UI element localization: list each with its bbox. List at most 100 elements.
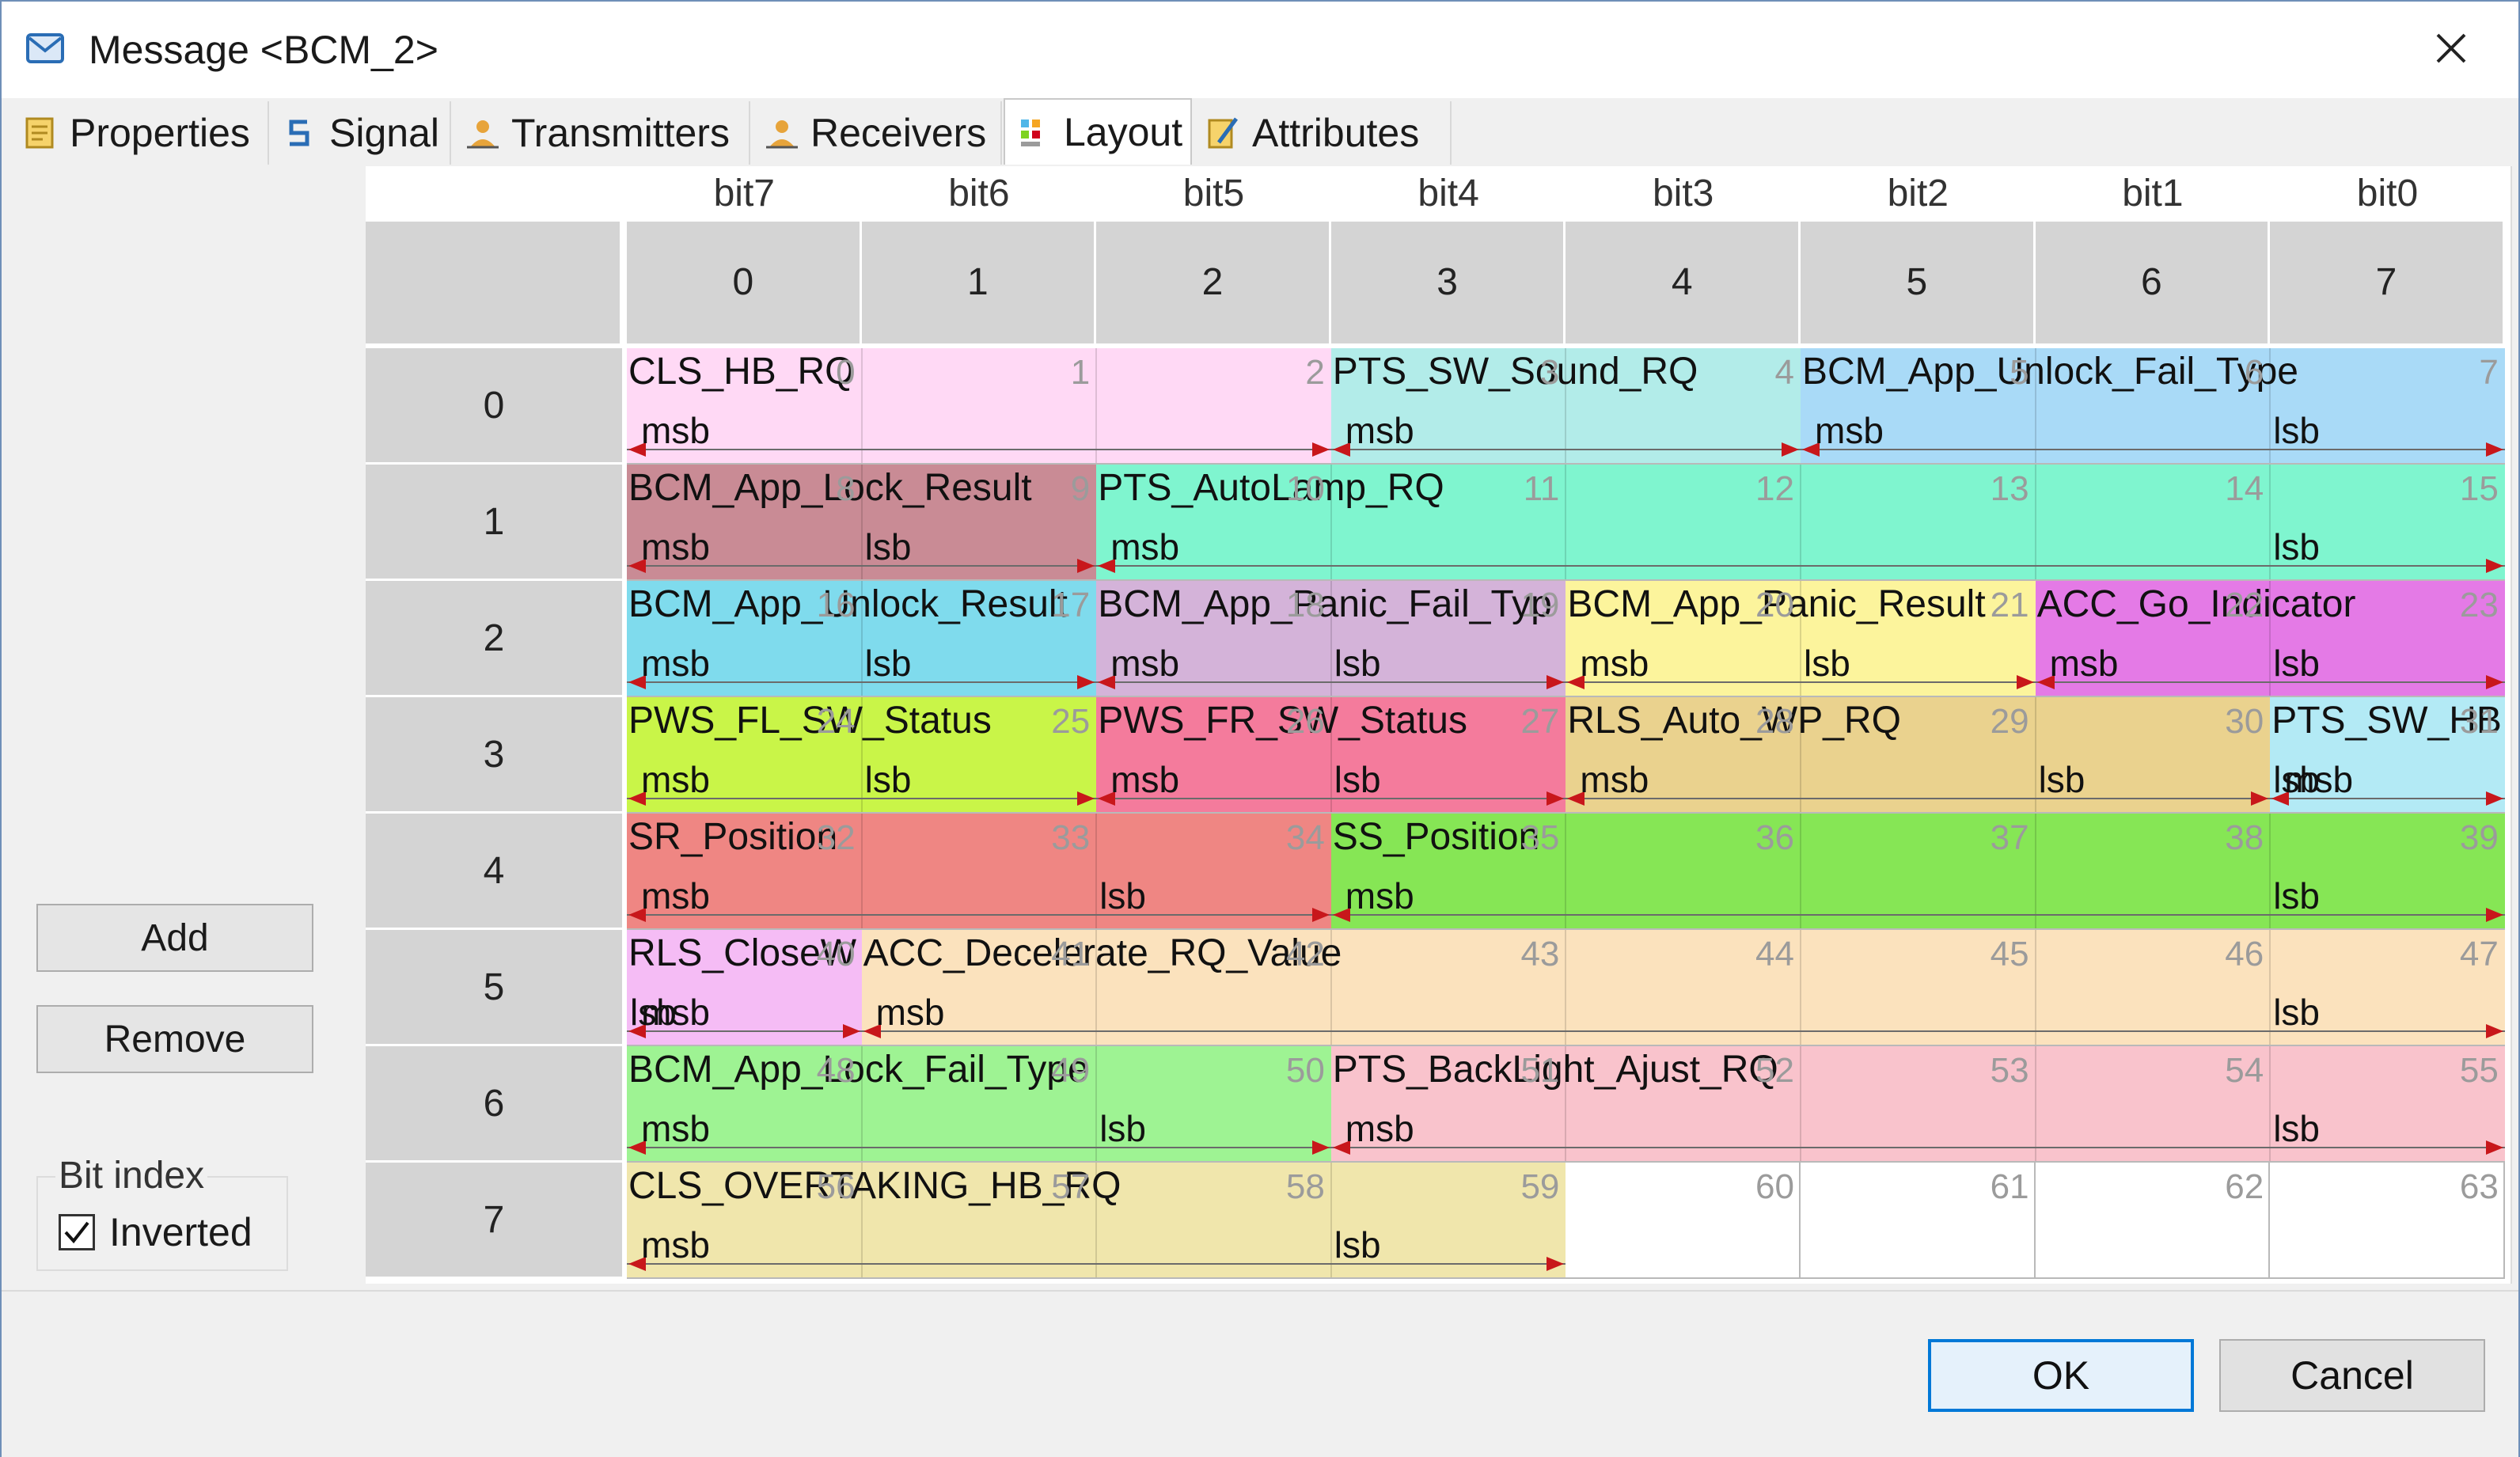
message-icon [26,33,64,63]
signal-block[interactable]: BCM_App_Panic_Result msb lsb [1566,581,2036,696]
bit-cell[interactable] [2270,1163,2505,1279]
tab-signal[interactable]: Signal [271,101,451,165]
signal-line [627,681,1097,683]
signal-line [1330,1147,2505,1148]
lsb-arrow-icon [1077,675,1095,689]
bit-cell[interactable] [1801,1163,2036,1279]
ok-button[interactable]: OK [1928,1339,2194,1412]
signal-block[interactable]: BCM_App_Panic_Fail_Typ msb lsb [1096,581,1566,696]
lsb-label: lsb [1099,1108,1146,1149]
column-header: 2 [1096,222,1331,343]
bit-cell[interactable] [1566,1163,1801,1279]
signal-line [1330,914,2505,916]
signal-line [2035,681,2505,683]
cancel-button[interactable]: Cancel [2219,1339,2485,1412]
signal-block[interactable]: CLS_OVERTAKING_HB_RQ msb lsb [627,1163,1566,1277]
signal-block[interactable]: ACC_Decelerate_RQ_Value msb lsb [861,930,2505,1045]
signal-block[interactable]: ACC_Go_Indicator msb lsb [2035,581,2505,696]
close-icon[interactable] [2416,17,2487,81]
signal-block[interactable]: BCM_App_Lock_Fail_Type msb lsb [627,1046,1331,1161]
tab-attributes[interactable]: Attributes [1194,101,1452,165]
column-header: 1 [861,222,1097,343]
bit-number: 42 [1285,935,1325,973]
bit-number: 27 [1520,702,1560,741]
bit-number: 8 [836,469,856,508]
receivers-icon [766,120,798,149]
signal-block[interactable]: SS_Position msb lsb [1330,814,2505,928]
signal-block[interactable]: BCM_App_Unlock_Result msb lsb [627,581,1097,696]
signal-line [627,798,1097,799]
cell-separator [860,814,863,928]
cell-separator [1799,581,1801,696]
signal-line [627,565,1097,567]
cell-separator [2034,814,2036,928]
signal-block[interactable]: RLS_Auto_WP_RQ msb lsb [1566,697,2271,812]
bit-number: 7 [2479,353,2499,392]
inverted-checkbox[interactable] [59,1214,95,1250]
bit-number: 48 [816,1051,856,1090]
tab-label: Attributes [1252,111,1420,155]
cell-separator [1330,697,1332,812]
corner-header [366,222,622,343]
msb-label: msb [1580,643,1649,684]
cell-separator [2034,348,2036,463]
lsb-arrow-icon [1781,442,1799,457]
signal-block[interactable]: PTS_SW_Sound_RQ msb [1330,348,1801,463]
signal-block[interactable]: SR_Position msb lsb [627,814,1331,928]
signal-name: BCM_App_Lock_Result [628,467,1032,509]
signal-line [1330,449,1801,450]
column-header: 0 [627,222,862,343]
tab-transmitters[interactable]: Transmitters [453,101,750,165]
signal-block[interactable]: BCM_App_Unlock_Fail_Type msb lsb [1801,348,2505,463]
bit-cell[interactable] [2035,1163,2271,1279]
bit-header: bit1 [2122,173,2184,214]
column-header: 6 [2035,222,2271,343]
msb-arrow-icon [628,1140,646,1155]
cell-separator [1095,930,1098,1045]
signal-block[interactable]: BCM_App_Lock_Result msb lsb [627,465,1097,579]
cell-separator [1799,814,1801,928]
cell-separator [2034,1046,2036,1161]
msb-arrow-icon [1332,1140,1350,1155]
bit-number: 19 [1520,586,1560,624]
signal-block[interactable]: PTS_BackLight_Ajust_RQ msb lsb [1330,1046,2505,1161]
signal-line [627,1263,1566,1265]
tab-layout[interactable]: Layout [1004,98,1192,165]
signal-block[interactable]: PWS_FR_SW_Status msb lsb [1096,697,1566,812]
bit-number: 15 [2459,469,2499,508]
signal-block[interactable]: RLS_CloseW msb lsb [627,930,862,1045]
bit-number: 30 [2225,702,2264,741]
bit-number: 6 [2244,353,2264,392]
bit-number: 47 [2459,935,2499,973]
bit-number: 1 [1070,353,1091,392]
msb-label: msb [641,526,710,567]
msb-label: msb [1110,643,1180,684]
signal-name: SS_Position [1332,816,1540,858]
signal-block[interactable]: PWS_FL_SW_Status msb lsb [627,697,1097,812]
bit-number: 0 [836,353,856,392]
dialog-footer: OK Cancel [2,1290,2518,1457]
lsb-arrow-icon [1547,791,1565,806]
signal-line [627,1030,862,1032]
bit-layout-grid: bit7 bit6 bit5 bit4 bit3 bit2 bit1 bit0 0 1 2 3 4 5 6 7… [366,166,2512,1284]
signal-block[interactable]: PTS_AutoLamp_RQ msb lsb [1096,465,2505,579]
tab-receivers[interactable]: Receivers [752,101,1002,165]
row-header: 3 [366,697,622,814]
lsb-arrow-icon [2485,1024,2503,1038]
bit-number: 45 [1990,935,2029,973]
signal-name: BCM_App_Unlock_Result [628,583,1068,625]
signal-block[interactable]: CLS_HB_RQ msb [627,348,1331,463]
lsb-arrow-icon [2485,791,2503,806]
remove-button[interactable]: Remove [36,1005,313,1073]
bit-number: 12 [1755,469,1794,508]
bit-number: 34 [1285,818,1325,857]
cell-separator [1565,930,1567,1045]
msb-label: msb [1345,875,1414,916]
tab-properties[interactable]: Properties [11,101,269,165]
signal-block[interactable]: PTS_SW_HB msb lsb [2270,697,2505,812]
lsb-arrow-icon [842,1024,860,1038]
signal-name: BCM_App_Lock_Fail_Type [628,1049,1089,1091]
add-button[interactable]: Add [36,904,313,972]
bit-number: 25 [1051,702,1091,741]
tab-label: Signal [329,111,439,155]
